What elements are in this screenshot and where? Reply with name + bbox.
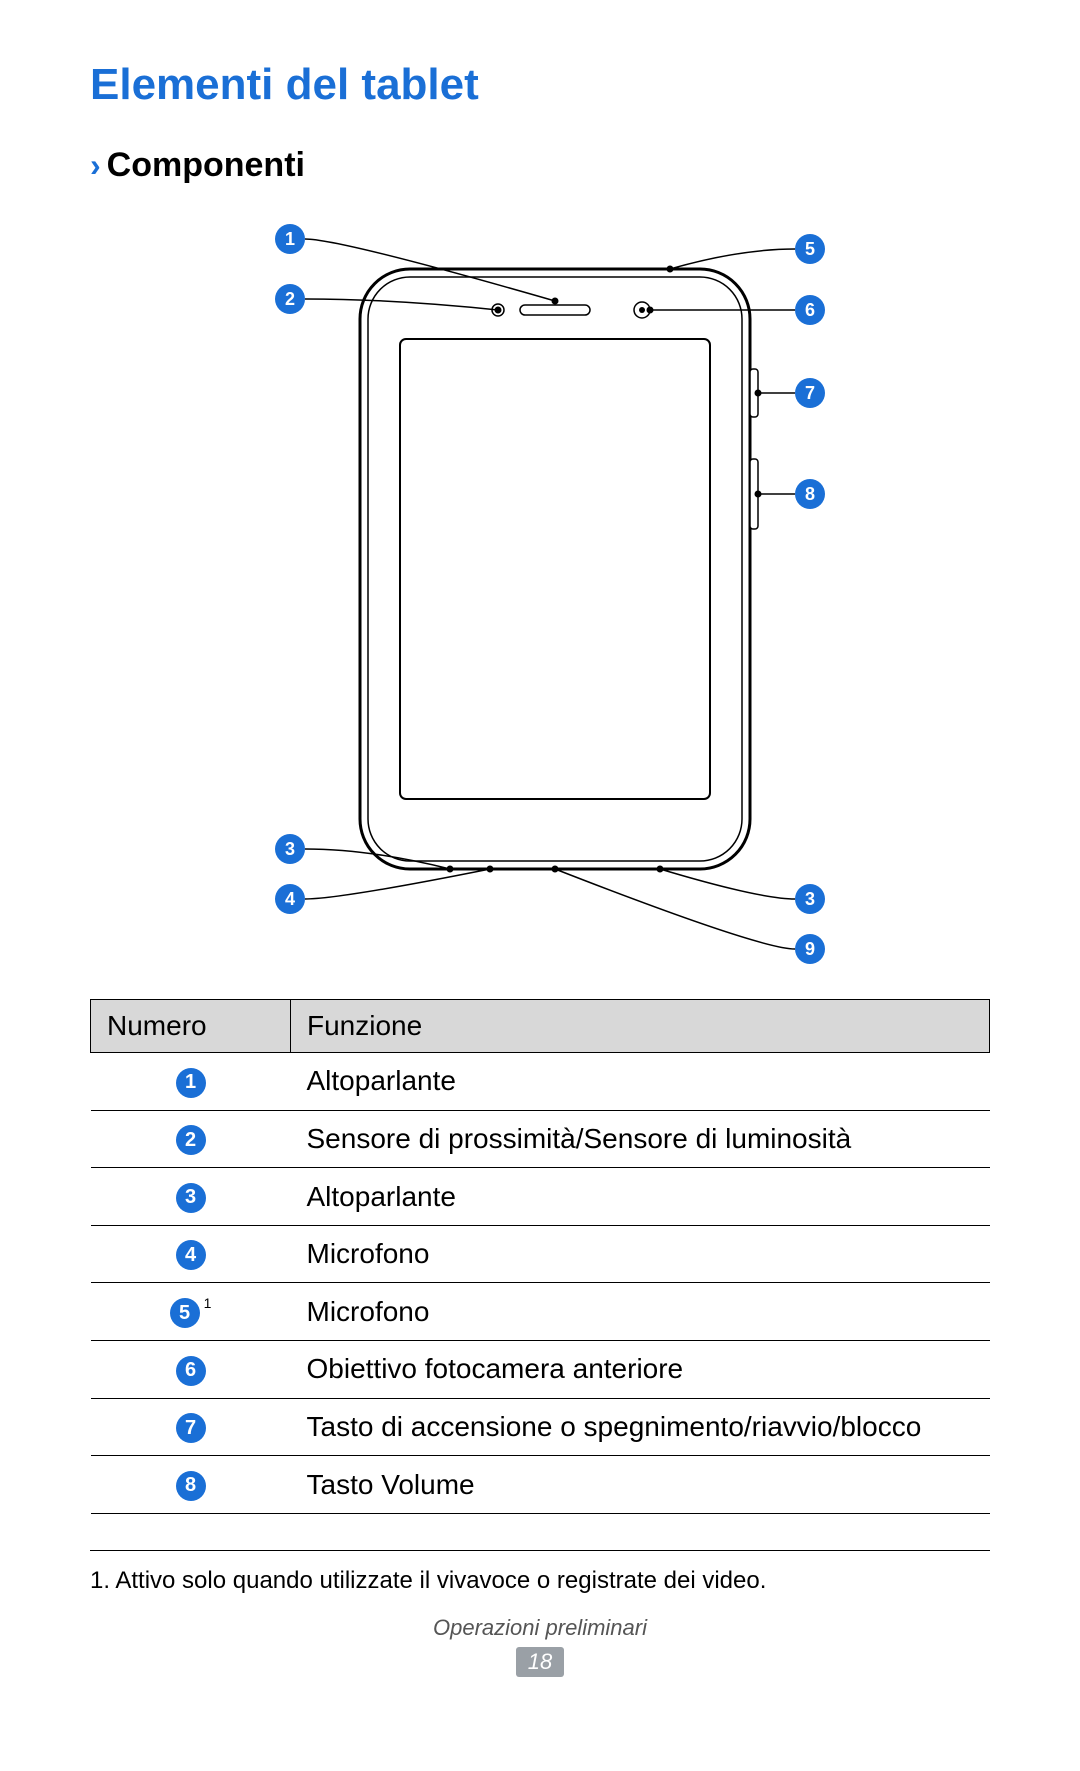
number-badge-icon: 3	[176, 1183, 206, 1213]
tablet-diagram: 1 2 5 6 7 8 3 4 3 9	[190, 209, 890, 969]
number-cell: 7	[91, 1398, 291, 1456]
table-row: 2 Sensore di prossimità/Sensore di lumino…	[91, 1110, 990, 1168]
footnote-ref: 1	[204, 1295, 212, 1311]
svg-text:7: 7	[805, 383, 815, 403]
number-badge-icon: 2	[176, 1125, 206, 1155]
number-badge-icon: 8	[176, 1471, 206, 1501]
function-cell: Microfono	[291, 1283, 990, 1341]
table-header-row: Numero Funzione	[91, 1000, 990, 1053]
svg-text:1: 1	[285, 229, 295, 249]
number-badge-icon: 6	[176, 1356, 206, 1386]
footnote: 1. Attivo solo quando utilizzate il viva…	[90, 1567, 990, 1595]
table-row: 4 Microfono	[91, 1225, 990, 1283]
svg-text:4: 4	[285, 889, 295, 909]
page-number: 18	[516, 1647, 564, 1677]
svg-text:3: 3	[285, 839, 295, 859]
number-cell: 1	[91, 1053, 291, 1111]
number-cell: 8	[91, 1456, 291, 1514]
component-table: Numero Funzione 1 Altoparlante 2 Sensore di…	[90, 999, 990, 1514]
header-number: Numero	[91, 1000, 291, 1053]
number-badge-icon: 4	[176, 1240, 206, 1270]
number-badge-icon: 5	[170, 1298, 200, 1328]
function-cell: Altoparlante	[291, 1053, 990, 1111]
function-cell: Obiettivo fotocamera anteriore	[291, 1341, 990, 1399]
chevron-icon: ›	[90, 147, 101, 184]
function-cell: Tasto Volume	[291, 1456, 990, 1514]
table-row: 8 Tasto Volume	[91, 1456, 990, 1514]
footnote-rule	[90, 1550, 990, 1551]
svg-text:6: 6	[805, 300, 815, 320]
number-badge-icon: 7	[176, 1413, 206, 1443]
svg-text:5: 5	[805, 239, 815, 259]
table-row: 3 Altoparlante	[91, 1168, 990, 1226]
page-title: Elementi del tablet	[90, 60, 990, 110]
function-cell: Tasto di accensione o spegnimento/riavvi…	[291, 1398, 990, 1456]
number-cell: 51	[91, 1283, 291, 1341]
number-cell: 2	[91, 1110, 291, 1168]
number-badge-icon: 1	[176, 1068, 206, 1098]
table-row: 7 Tasto di accensione o spegnimento/riavv…	[91, 1398, 990, 1456]
function-cell: Sensore di prossimità/Sensore di luminos…	[291, 1110, 990, 1168]
page-footer: Operazioni preliminari 18	[90, 1615, 990, 1677]
svg-text:9: 9	[805, 939, 815, 959]
table-row: 51Microfono	[91, 1283, 990, 1341]
number-cell: 4	[91, 1225, 291, 1283]
svg-text:2: 2	[285, 289, 295, 309]
svg-text:8: 8	[805, 484, 815, 504]
number-cell: 3	[91, 1168, 291, 1226]
header-function: Funzione	[291, 1000, 990, 1053]
section-header: › Componenti	[90, 146, 990, 185]
svg-text:3: 3	[805, 889, 815, 909]
diagram-container: 1 2 5 6 7 8 3 4 3 9	[90, 209, 990, 969]
function-cell: Microfono	[291, 1225, 990, 1283]
number-cell: 6	[91, 1341, 291, 1399]
table-row: 1 Altoparlante	[91, 1053, 990, 1111]
table-row: 6 Obiettivo fotocamera anteriore	[91, 1341, 990, 1399]
function-cell: Altoparlante	[291, 1168, 990, 1226]
footer-section: Operazioni preliminari	[90, 1615, 990, 1641]
section-title: Componenti	[107, 146, 305, 185]
